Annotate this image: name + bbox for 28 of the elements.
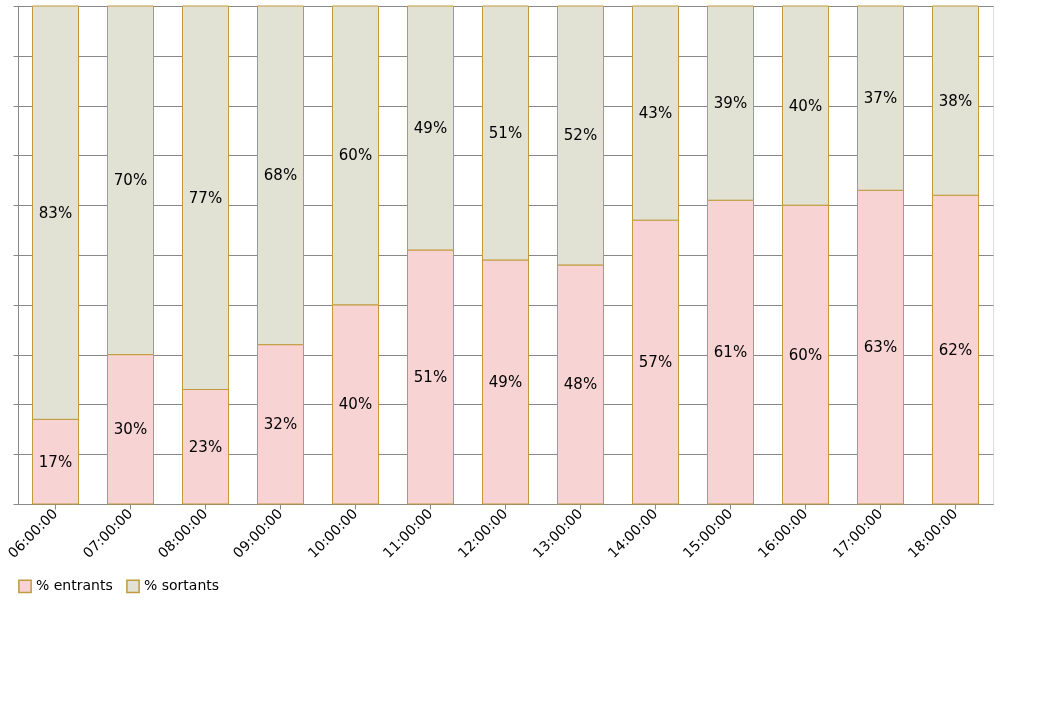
data-label: 63% xyxy=(863,338,898,357)
data-label: 40% xyxy=(338,395,373,414)
data-label: 38% xyxy=(938,91,973,110)
data-label: 30% xyxy=(113,420,148,439)
data-label: 60% xyxy=(338,146,373,165)
data-label: 62% xyxy=(938,340,973,359)
data-label: 43% xyxy=(638,104,673,123)
data-label: 57% xyxy=(638,353,673,372)
data-label: 37% xyxy=(863,89,898,108)
data-label: 48% xyxy=(563,375,598,394)
data-label: 60% xyxy=(788,345,823,364)
data-label: 51% xyxy=(488,123,523,142)
data-label: 49% xyxy=(488,372,523,391)
data-label: 52% xyxy=(563,126,598,145)
data-label: 40% xyxy=(788,96,823,115)
data-label: 77% xyxy=(188,188,223,207)
data-label: 17% xyxy=(38,452,73,471)
data-label: 49% xyxy=(413,119,448,138)
data-label: 32% xyxy=(263,415,298,434)
data-label: 51% xyxy=(413,368,448,387)
data-label: 39% xyxy=(713,94,748,113)
data-label: 83% xyxy=(38,203,73,222)
legend-label: % entrants xyxy=(36,577,113,594)
data-label: 70% xyxy=(113,171,148,190)
data-label: 23% xyxy=(188,437,223,456)
data-label: 61% xyxy=(713,343,748,362)
legend-label: % sortants xyxy=(144,577,220,594)
data-label: 68% xyxy=(263,166,298,185)
